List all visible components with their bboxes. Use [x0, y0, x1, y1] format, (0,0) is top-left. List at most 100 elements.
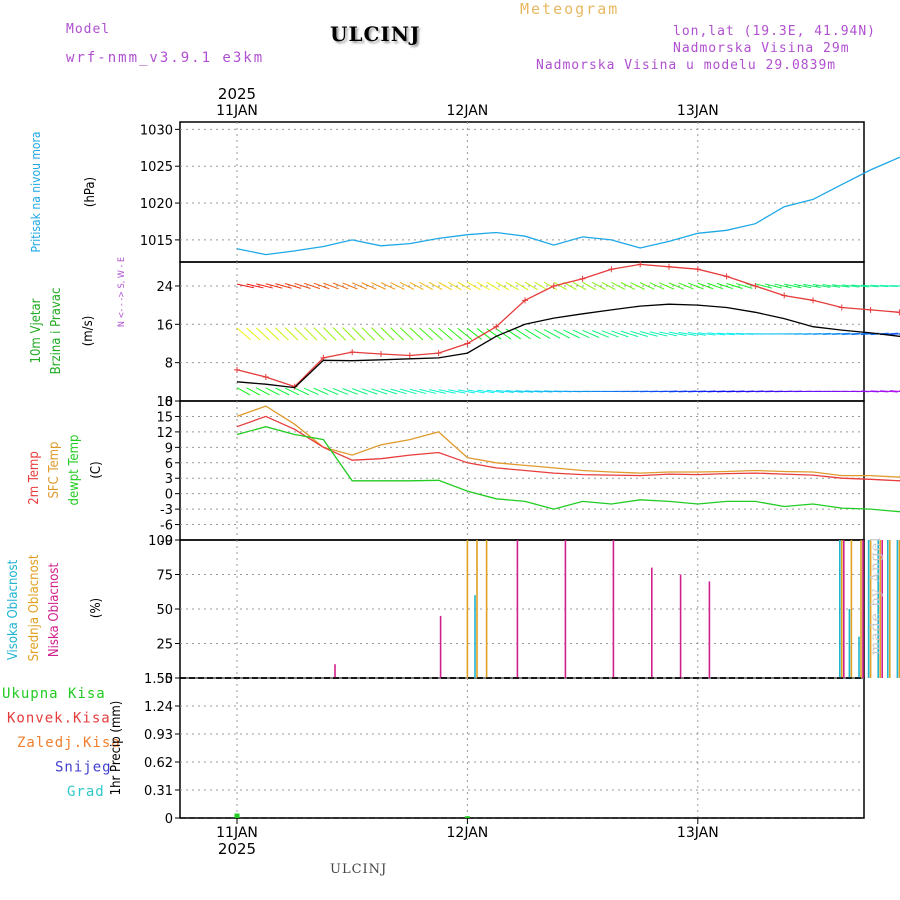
wind-direction-barb — [380, 388, 398, 395]
precip-unit-label: 1hr Precip (mm) — [109, 701, 124, 796]
y-tick-label-panel1: 1030 — [140, 123, 173, 138]
wind-direction-barb — [822, 284, 841, 288]
wind-direction-barb — [889, 333, 900, 336]
wind-direction-barb — [428, 327, 443, 341]
precip-bar-1 — [234, 813, 240, 818]
wind-direction-barb — [255, 387, 270, 396]
wind-direction-barb — [457, 389, 476, 394]
wind-direction-barb — [467, 327, 482, 340]
wind-direction-barb — [678, 331, 697, 336]
wind-direction-barb — [236, 283, 255, 289]
wind-direction-barb — [284, 387, 300, 396]
wind-direction-barb — [592, 330, 610, 338]
wind-direction-barb — [399, 327, 414, 341]
wind-direction-barb — [639, 282, 655, 290]
dewpoint-line — [236, 426, 900, 513]
wind-direction-barb — [342, 388, 358, 395]
wind-direction-barb — [841, 284, 860, 288]
wind-direction-barb — [755, 283, 773, 289]
wind-direction-barb — [601, 281, 616, 290]
wind-unit-label: (m/s) — [81, 316, 96, 347]
wind-direction-barb — [380, 327, 395, 341]
wind-gust-marker — [262, 374, 269, 381]
wind-direction-barb — [678, 282, 694, 290]
wind-gust-line — [236, 263, 900, 388]
wind-direction-barb — [812, 332, 831, 335]
pressure-line — [236, 156, 900, 256]
lonlat-label: lon,lat (19.3E, 41.94N) — [673, 24, 877, 39]
pressure-axis-title: Pritisak na nivou mora — [29, 131, 43, 252]
wind-direction-barb — [457, 281, 472, 291]
wind-direction-barb — [841, 332, 860, 336]
wind-direction-barb — [889, 390, 900, 393]
wind-direction-barb — [601, 330, 619, 338]
panel-frame-5 — [179, 677, 865, 819]
temp-unit-label: (C) — [89, 461, 104, 478]
y-tick-label-panel3: -3 — [160, 503, 173, 518]
wind-direction-barb — [563, 329, 580, 339]
cloud-high-legend: Visoka Oblacnost — [6, 559, 21, 660]
wind-direction-barb — [323, 387, 339, 395]
wind-direction-barb — [342, 327, 356, 341]
top-day-label: 11JAN — [216, 103, 258, 119]
wind-direction-barb — [774, 283, 792, 289]
wind-direction-barb — [726, 282, 743, 289]
model-name: wrf-nmm_v3.9.1 e3km — [66, 50, 265, 66]
wind-direction-barb — [582, 329, 600, 338]
wind-direction-barb — [630, 330, 648, 337]
wind-direction-barb — [265, 387, 280, 396]
wind-direction-barb — [515, 281, 529, 291]
wind-direction-barb — [870, 284, 889, 288]
y-tick-label-panel5: 0.93 — [144, 728, 173, 743]
station-title: ULCINJ — [330, 22, 421, 46]
wind-direction-barb — [304, 282, 321, 290]
wind-direction-barb — [399, 282, 415, 290]
y-tick-label-panel2: 8 — [165, 357, 173, 372]
wind-direction-barb — [880, 284, 899, 288]
wind-direction-barb — [400, 388, 417, 395]
wind-gust-marker — [867, 306, 874, 313]
cloud-mid-legend: Srednja Oblacnost — [27, 554, 42, 661]
wind-direction-barb — [851, 332, 870, 336]
wind-gust-marker — [666, 263, 672, 270]
y-tick-label-panel4: 50 — [156, 603, 173, 618]
bottom-day-label: 12JAN — [447, 825, 489, 841]
wind-direction-barb — [419, 388, 437, 394]
wind-direction-barb — [870, 390, 889, 393]
credit-watermark: made by Angel — [868, 536, 884, 656]
model-label: Model — [66, 22, 111, 37]
wind-direction-barb — [409, 281, 424, 290]
pressure-unit-label: (hPa) — [83, 177, 98, 207]
precip-legend-1: Ukupna Kisa — [2, 686, 106, 702]
wind-direction-barb — [428, 281, 443, 291]
wind-direction-barb — [688, 282, 704, 290]
elevation-label: Nadmorska Visina 29m — [673, 41, 850, 56]
wind-gust-marker — [550, 282, 557, 289]
y-tick-label-panel3: 12 — [156, 426, 173, 441]
y-tick-label-panel5: 0.31 — [144, 784, 173, 799]
wind-gust-marker — [838, 304, 845, 311]
wind-direction-barb — [697, 282, 714, 290]
wind-direction-barb — [390, 388, 407, 395]
top-year-label: 2025 — [218, 85, 256, 103]
wind-direction-barb — [543, 281, 558, 291]
wind-direction-barb — [640, 331, 658, 337]
wind-direction-barb — [476, 281, 491, 291]
wind-direction-barb — [543, 329, 561, 339]
wind-direction-barb — [697, 390, 716, 393]
y-tick-label-panel5: 0 — [165, 812, 173, 827]
wind-direction-barb — [524, 328, 541, 340]
wind-direction-barb — [438, 389, 456, 394]
top-day-label: 13JAN — [677, 103, 719, 119]
wind-direction-barb — [294, 387, 309, 396]
wind-gust-marker — [781, 292, 788, 299]
wind-direction-legend: N <- - -> S, W - E — [117, 257, 127, 327]
wind-direction-barb — [409, 388, 427, 395]
wind-direction-barb — [880, 390, 899, 393]
wind-direction-barb — [860, 284, 879, 288]
wind-direction-barb — [486, 281, 500, 291]
wind-direction-barb — [515, 390, 534, 393]
wind-direction-barb — [505, 328, 522, 340]
wind-direction-barb — [553, 281, 567, 291]
